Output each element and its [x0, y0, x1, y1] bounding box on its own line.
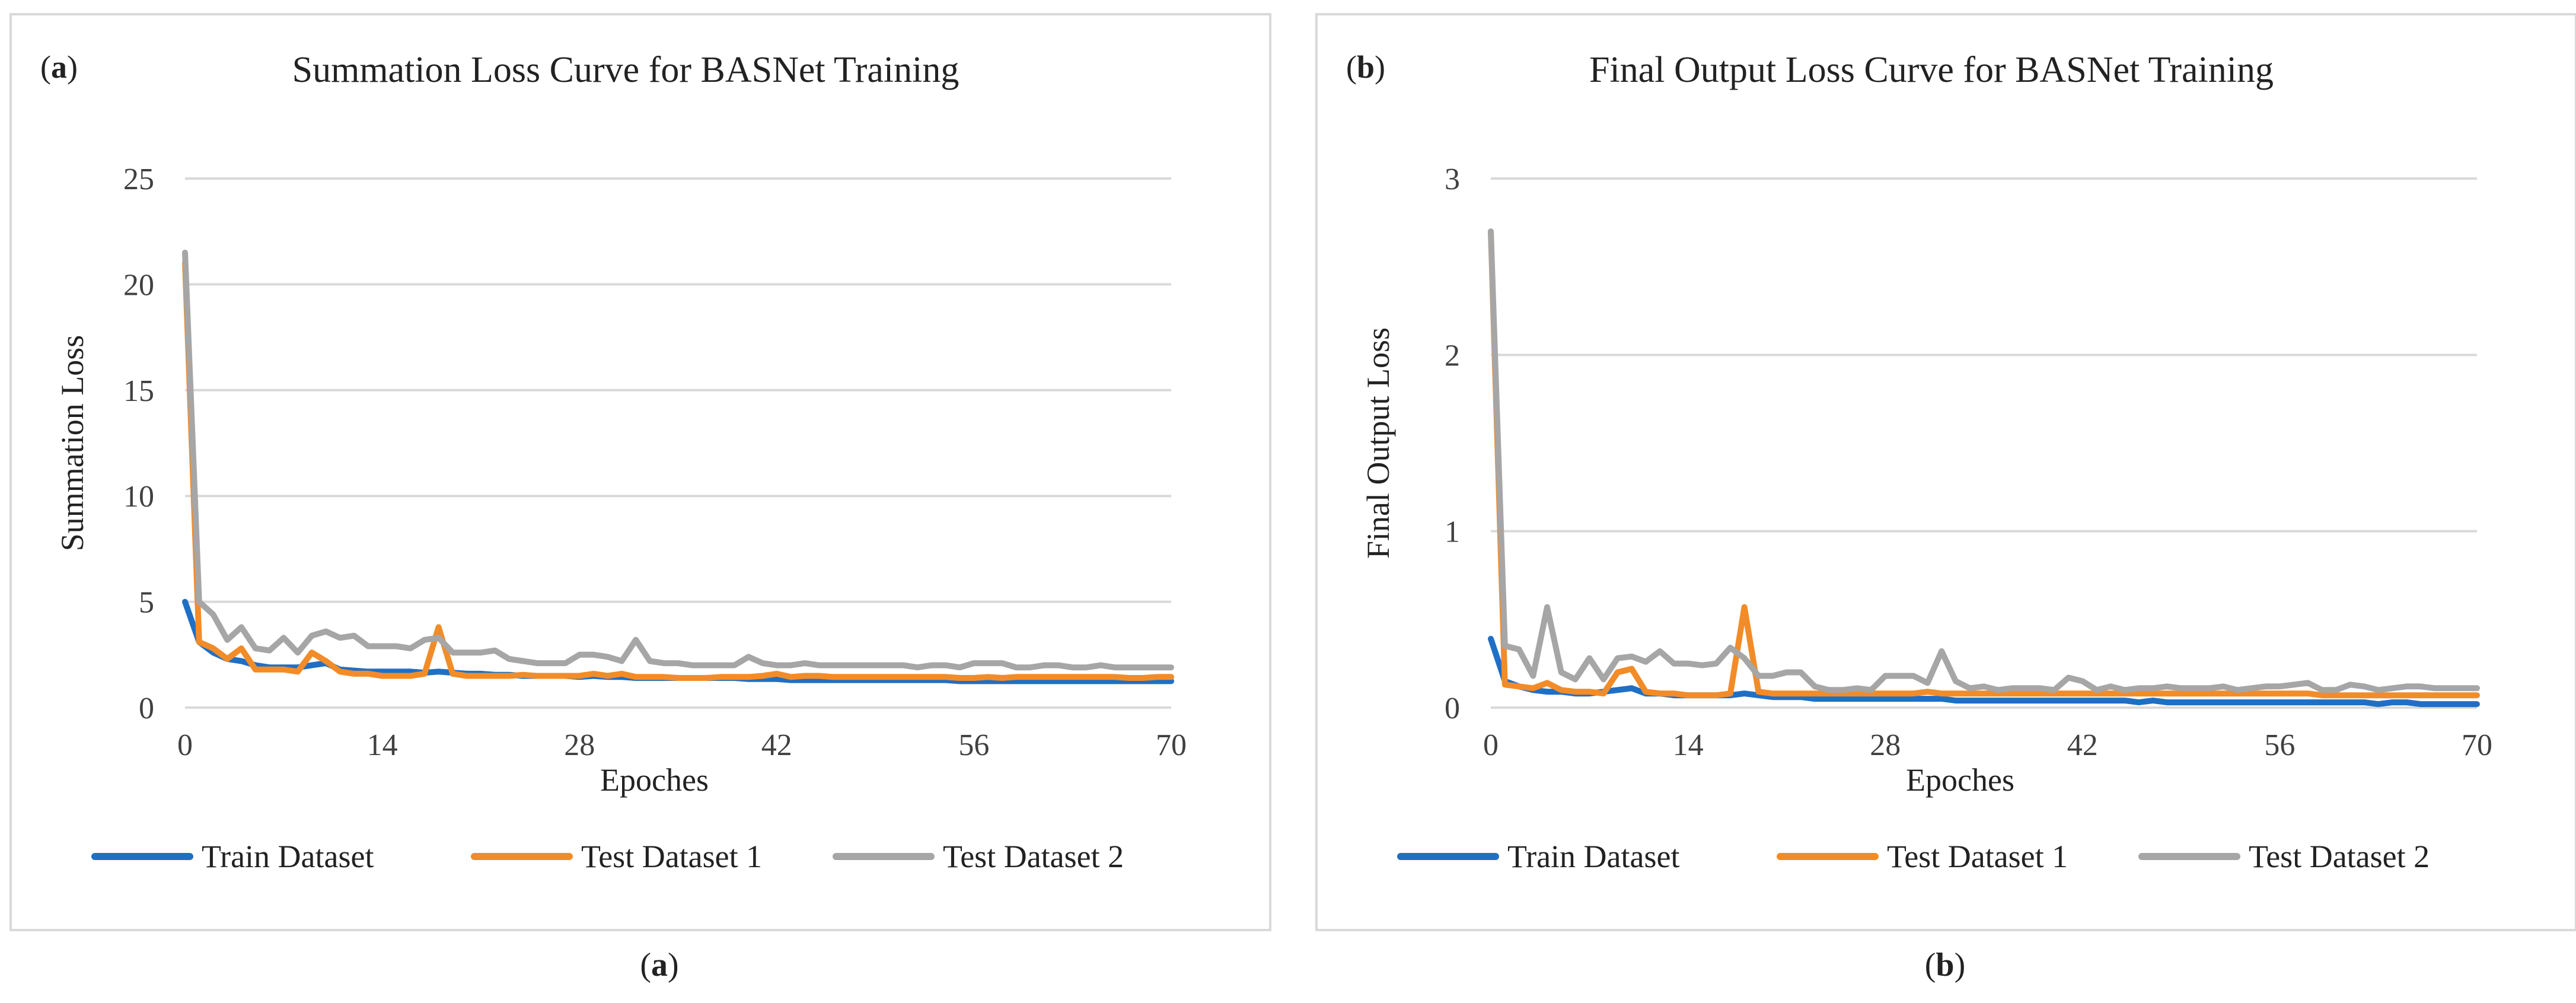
legend-label: Test Dataset 2 [943, 839, 1124, 874]
panel-label-a: (a) [40, 49, 78, 85]
x-tick-label: 70 [1156, 728, 1187, 762]
y-tick-label: 25 [123, 163, 154, 196]
legend-label: Test Dataset 2 [2249, 839, 2430, 874]
y-tick-label: 1 [1445, 515, 1460, 549]
legend-label: Test Dataset 1 [1887, 839, 2068, 874]
x-tick-label: 42 [761, 728, 792, 762]
x-axis-label: Epoches [600, 762, 709, 798]
chart-b-svg: (b) Final Output Loss Curve for BASNet Tr… [1346, 49, 2492, 874]
chart-panel-a: (a) Summation Loss Curve for BASNet Train… [9, 13, 1271, 931]
x-tick-label: 14 [367, 728, 398, 762]
y-tick-label: 3 [1445, 163, 1460, 196]
series-line-test-dataset-1 [1488, 228, 2480, 699]
chart-panel-b: (b) Final Output Loss Curve for BASNet Tr… [1315, 13, 2576, 931]
legend-label: Train Dataset [202, 839, 374, 874]
series-line-test-dataset-1 [182, 260, 1174, 681]
chart-title: Summation Loss Curve for BASNet Training [292, 50, 959, 90]
x-tick-label: 28 [564, 728, 595, 762]
y-tick-label: 0 [139, 692, 154, 725]
x-tick-label: 70 [2462, 728, 2492, 762]
y-tick-label: 0 [1445, 692, 1460, 725]
legend-label: Train Dataset [1507, 839, 1679, 874]
panel-label-letter: a [51, 49, 67, 85]
x-tick-label: 56 [2264, 728, 2295, 762]
series-line-test-dataset-2 [182, 249, 1174, 671]
x-tick-label: 0 [1483, 728, 1499, 762]
panel-label-letter: b [1357, 49, 1375, 85]
x-tick-label: 28 [1870, 728, 1901, 762]
x-tick-label: 42 [2067, 728, 2098, 762]
y-tick-label: 15 [123, 374, 154, 408]
y-tick-label: 20 [123, 268, 154, 302]
chart-title: Final Output Loss Curve for BASNet Train… [1589, 50, 2274, 90]
y-axis-label: Final Output Loss [1360, 327, 1396, 559]
panel-label-b: (b) [1346, 49, 1385, 85]
y-axis-label: Summation Loss [55, 335, 90, 552]
caption-b: (b) [1924, 947, 1966, 983]
y-tick-label: 5 [139, 586, 154, 620]
y-tick-label: 10 [123, 480, 154, 514]
y-tick-label: 2 [1445, 339, 1460, 372]
series-line-test-dataset-2 [1488, 228, 2480, 693]
caption-a: (a) [640, 947, 679, 983]
x-tick-label: 14 [1673, 728, 1704, 762]
chart-a-svg: (a) Summation Loss Curve for BASNet Train… [40, 49, 1187, 874]
x-tick-label: 56 [958, 728, 989, 762]
x-tick-label: 0 [177, 728, 193, 762]
legend-label: Test Dataset 1 [581, 839, 762, 874]
x-axis-label: Epoches [1906, 762, 2014, 798]
